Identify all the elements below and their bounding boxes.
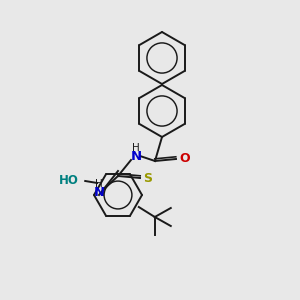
Text: H: H xyxy=(132,143,140,153)
Text: N: N xyxy=(93,185,105,199)
Text: S: S xyxy=(143,172,152,184)
Text: H: H xyxy=(95,179,103,189)
Text: O: O xyxy=(179,152,190,166)
Text: N: N xyxy=(130,149,142,163)
Text: HO: HO xyxy=(59,175,79,188)
